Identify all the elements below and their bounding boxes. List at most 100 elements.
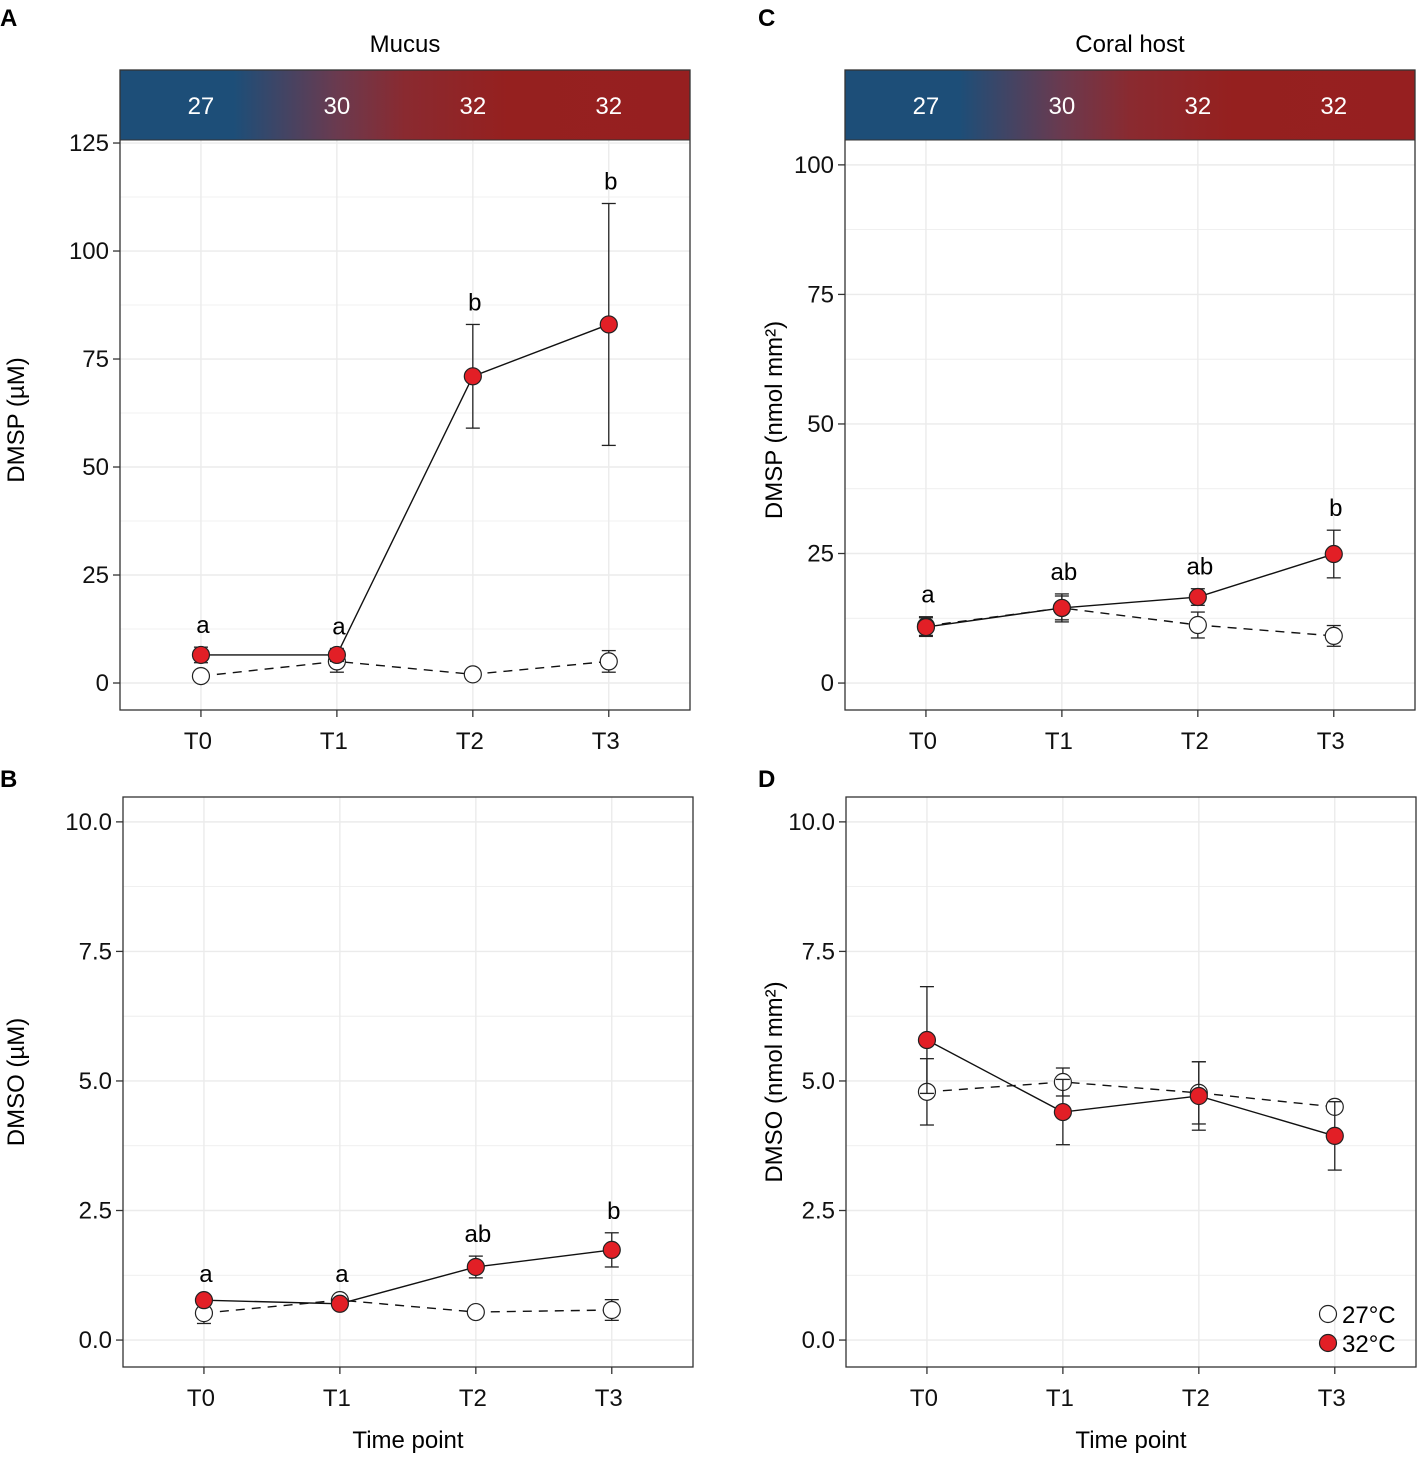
y-axis-label: DMSP (µM) [3, 357, 30, 482]
y-tick-label: 5.0 [79, 1068, 112, 1095]
data-point [1188, 615, 1207, 635]
x-tick-label: T3 [1317, 728, 1345, 755]
data-point [1325, 1126, 1344, 1145]
data-point [1324, 626, 1343, 646]
significance-letter: a [332, 613, 346, 640]
plot-frame [119, 69, 691, 711]
y-tick-label: 125 [69, 130, 109, 157]
legend-marker [1318, 1333, 1338, 1353]
header-temp-label: 32 [1320, 93, 1347, 120]
significance-letter: ab [464, 1221, 491, 1248]
header-temp-label: 32 [1184, 93, 1211, 120]
x-tick-label: T2 [456, 728, 484, 755]
legend-marker [1318, 1304, 1338, 1324]
data-point [463, 665, 482, 684]
data-point [1052, 598, 1071, 618]
data-point [194, 1291, 214, 1310]
panel-d: D 0.0 2.5 5.0 7.5 10.0 T0 T1 T2 T3 DMSO (nmol mm²)… [758, 766, 1417, 1454]
x-tick-label: T0 [187, 1385, 215, 1412]
y-tick-label: 5.0 [802, 1068, 835, 1095]
series-line [925, 607, 1334, 637]
data-point [1324, 544, 1343, 564]
y-tick-label: 0.0 [802, 1327, 835, 1354]
data-point [1189, 1086, 1208, 1106]
significance-letter: b [604, 169, 617, 196]
data-point [1188, 587, 1207, 607]
y-tick-label: 25 [807, 541, 834, 568]
panel-a: A Mucus 27 30 32 32 0 25 50 75 100 125 T0 T1 T2 T3 DMSP … [0, 5, 691, 755]
x-tick-label: T0 [910, 1385, 938, 1412]
header-temp-label: 32 [595, 93, 622, 120]
panel-c: C Coral host 27 30 32 32 0 25 50 75 100 T0 T1 T2 T3 DMS… [758, 5, 1416, 755]
data-point [599, 652, 618, 671]
plot-frame [845, 796, 1417, 1368]
significance-letter: b [1329, 495, 1342, 522]
significance-letter: ab [1186, 554, 1213, 581]
y-tick-label: 50 [807, 411, 834, 438]
series-control-27c [191, 649, 618, 686]
significance-letter: ab [1051, 559, 1078, 586]
data-point [602, 1300, 621, 1320]
panel-title: Coral host [1075, 31, 1185, 58]
y-tick-label: 2.5 [802, 1198, 835, 1225]
y-tick-label: 7.5 [79, 938, 112, 965]
series-line [926, 1039, 1335, 1137]
data-point [466, 1257, 485, 1277]
header-temp-label: 32 [459, 93, 486, 120]
series-line [925, 553, 1334, 628]
data-point [602, 1240, 621, 1259]
x-tick-label: T2 [459, 1385, 487, 1412]
significance-letter: b [468, 289, 481, 316]
x-tick-label: T1 [323, 1385, 351, 1412]
legend-label: 27°C [1342, 1302, 1396, 1329]
panel-letter: A [0, 5, 17, 32]
data-point [466, 1302, 485, 1322]
y-tick-label: 10.0 [788, 809, 835, 836]
panel-b: B 0.0 2.5 5.0 7.5 10.0 T0 T1 T2 T3 DMSO (µM) Time p… [0, 766, 694, 1454]
significance-letter: a [199, 1261, 213, 1288]
legend-label: 32°C [1342, 1331, 1396, 1358]
significance-letter: a [335, 1261, 349, 1288]
significance-letter: b [607, 1198, 620, 1225]
series-warm-32c [917, 986, 1344, 1171]
series-line [203, 1299, 612, 1314]
x-tick-label: T1 [1046, 1385, 1074, 1412]
x-tick-label: T1 [1045, 728, 1073, 755]
legend: 27°C32°C [1318, 1302, 1396, 1358]
x-tick-label: T1 [320, 728, 348, 755]
data-point [327, 645, 346, 665]
panel-title: Mucus [370, 31, 441, 58]
header-temp-label: 30 [324, 93, 351, 120]
temperature-header [845, 70, 1415, 140]
header-temp-label: 27 [913, 93, 940, 120]
panel-letter: D [758, 766, 775, 793]
y-axis-label: DMSO (µM) [3, 1018, 30, 1146]
temperature-header [120, 70, 690, 140]
data-point [916, 617, 936, 637]
y-tick-label: 75 [82, 346, 109, 373]
y-tick-label: 2.5 [79, 1198, 112, 1225]
series-line [203, 1249, 612, 1305]
y-tick-label: 0.0 [79, 1327, 112, 1354]
x-axis-label: Time point [352, 1427, 463, 1454]
header-temp-label: 30 [1049, 93, 1076, 120]
y-tick-label: 7.5 [802, 938, 835, 965]
x-tick-label: T3 [592, 728, 620, 755]
plot-frame [844, 69, 1416, 711]
series-warm-32c [916, 529, 1343, 638]
header-temp-label: 27 [188, 93, 215, 120]
x-tick-label: T3 [1318, 1385, 1346, 1412]
y-tick-label: 0 [821, 670, 834, 697]
data-point [191, 645, 211, 665]
y-tick-label: 25 [82, 562, 109, 589]
data-point [599, 315, 618, 334]
x-tick-label: T0 [909, 728, 937, 755]
y-tick-label: 50 [82, 454, 109, 481]
data-point [191, 666, 211, 686]
plot-frame [122, 796, 694, 1368]
data-point [463, 367, 482, 386]
x-axis-label: Time point [1075, 1427, 1186, 1454]
significance-letter: a [921, 582, 935, 609]
y-tick-label: 100 [794, 152, 834, 179]
